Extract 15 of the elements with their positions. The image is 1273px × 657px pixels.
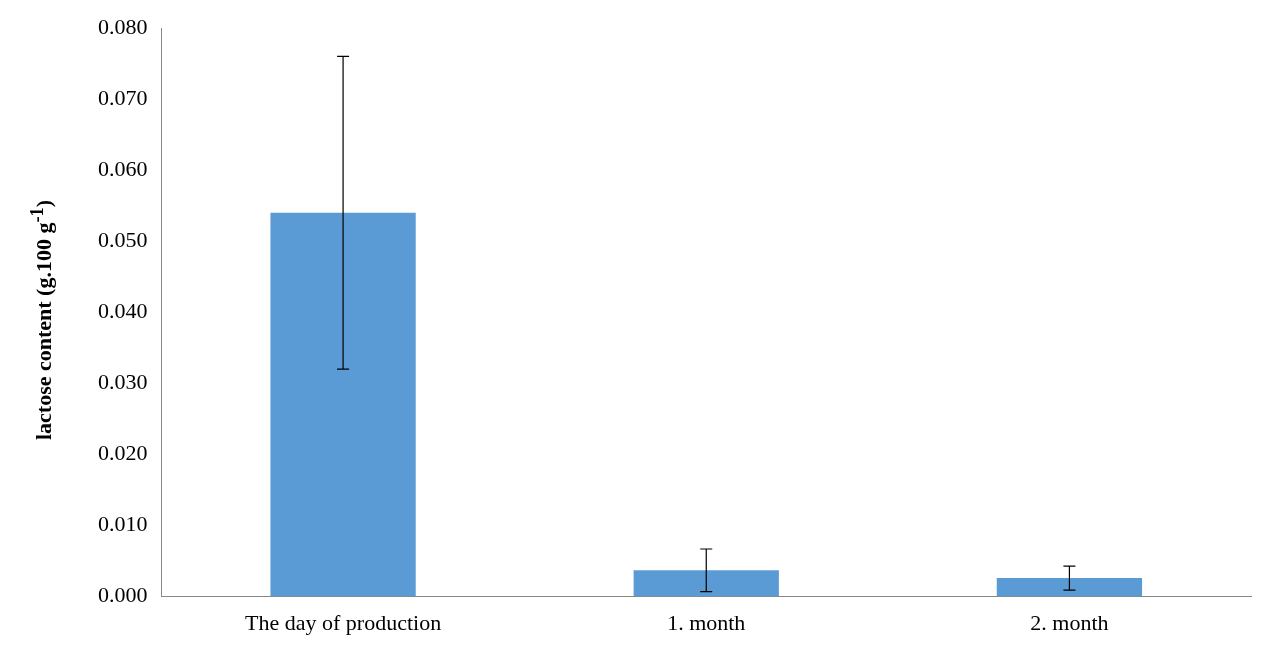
y-tick-label: 0.000 <box>98 582 148 608</box>
y-tick-label: 0.080 <box>98 13 148 39</box>
x-tick-label: 2. month <box>1030 609 1109 635</box>
y-tick-label: 0.040 <box>98 298 148 324</box>
y-tick-label: 0.020 <box>98 440 148 466</box>
y-tick-label: 0.050 <box>98 227 148 253</box>
x-tick-label: The day of production <box>245 609 442 635</box>
y-tick-label: 0.010 <box>98 511 148 537</box>
bar <box>633 570 779 597</box>
bar <box>996 578 1143 597</box>
x-tick-label: 1. month <box>667 609 746 635</box>
y-tick-label: 0.030 <box>98 369 148 395</box>
y-tick-label: 0.070 <box>98 84 148 110</box>
bar <box>270 212 416 597</box>
y-tick-label: 0.060 <box>98 155 148 181</box>
